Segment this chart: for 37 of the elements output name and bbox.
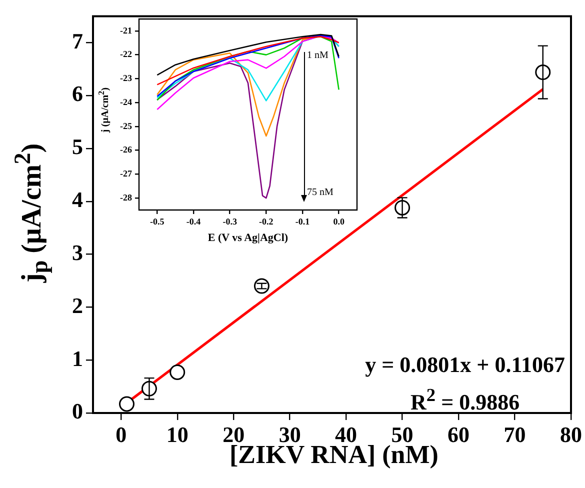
y-tick-label: 2 xyxy=(72,292,83,318)
annotation: y = 0.0801x + 0.11067 xyxy=(365,351,565,379)
x-tick-label: 10 xyxy=(166,422,188,447)
point xyxy=(535,64,551,80)
x-tick-label: -0.5 xyxy=(150,216,165,227)
y-tick-label: -28 xyxy=(120,192,132,202)
x-tick-label: 70 xyxy=(504,422,526,447)
x-tick-label: 40 xyxy=(335,422,358,447)
x-tick-label: 50 xyxy=(391,422,414,447)
y-tick-label: -22 xyxy=(120,49,132,60)
y-tick-label: 0 xyxy=(72,398,83,424)
x-tick-label: 30 xyxy=(278,422,301,447)
y-tick-label: -24 xyxy=(120,96,132,107)
y-tick-label: 1 xyxy=(72,346,83,371)
x-tick-label: -0.2 xyxy=(259,216,274,227)
y-tick-label: 4 xyxy=(72,187,83,212)
y-tick-label: -21 xyxy=(120,25,132,36)
x-tick-label: -0.4 xyxy=(186,216,202,227)
y-tick-label: 7 xyxy=(72,28,83,54)
x-tick-label: 60 xyxy=(448,422,470,447)
x-tick-label: 80 xyxy=(560,422,582,447)
annotation: 75 nM xyxy=(307,187,334,198)
y-tick-label: 6 xyxy=(72,81,83,106)
point xyxy=(118,396,134,412)
x-tick-label: 0.0 xyxy=(333,216,345,227)
y-tick-label: -27 xyxy=(120,168,132,179)
annotation: 1 nM xyxy=(307,50,328,61)
y-tick-label: -23 xyxy=(120,73,132,84)
y-tick-label: 3 xyxy=(72,240,83,265)
annotation: R$^{2}$ = 0.9886 xyxy=(410,384,521,416)
x-tick-label: -0.3 xyxy=(222,216,238,227)
x-axis-title: E (V vs Ag|AgCl) xyxy=(206,232,290,244)
y-tick-label: 5 xyxy=(72,134,83,160)
x-tick-label: -0.1 xyxy=(295,216,310,227)
y-tick-label: -25 xyxy=(120,120,132,131)
y-tick-label: -26 xyxy=(120,144,132,155)
point xyxy=(170,364,186,380)
